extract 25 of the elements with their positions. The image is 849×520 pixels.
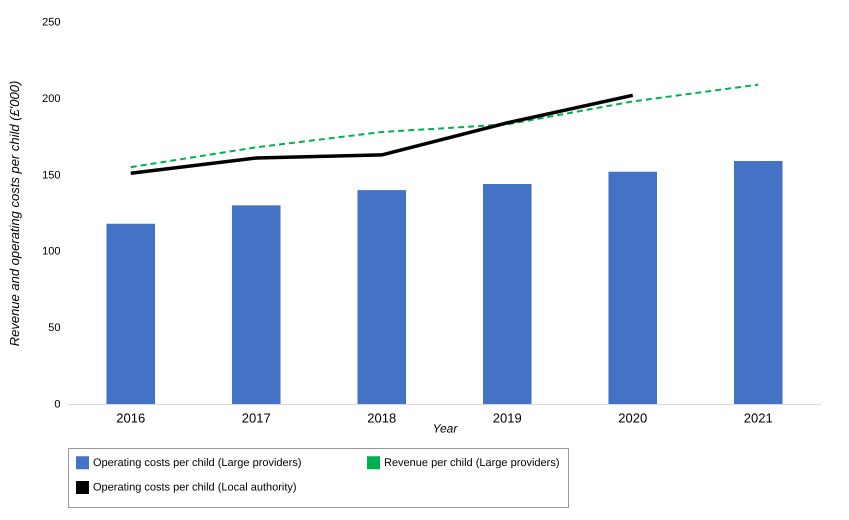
y-tick-label: 100 xyxy=(42,246,60,258)
x-tick-label: 2016 xyxy=(116,410,146,426)
y-tick-label: 250 xyxy=(42,16,60,28)
x-tick-label: 2021 xyxy=(744,410,773,426)
bar xyxy=(357,190,406,404)
line-series xyxy=(129,94,634,176)
legend-label: Revenue per child (Large providers) xyxy=(384,456,560,469)
y-tick-label: 150 xyxy=(42,169,60,182)
legend-label: Operating costs per child (Large providers) xyxy=(93,456,302,469)
bar xyxy=(106,224,156,404)
x-tick-label: 2019 xyxy=(492,410,522,426)
y-tick-label: 50 xyxy=(48,322,60,334)
bar xyxy=(232,205,281,404)
y-tick-label: 200 xyxy=(42,92,60,105)
y-tick-label: 0 xyxy=(54,398,60,410)
legend-label: Operating costs per child (Local authority) xyxy=(93,482,297,494)
x-axis-title: Year xyxy=(432,422,458,436)
x-tick-label: 2017 xyxy=(242,410,271,426)
bar xyxy=(734,161,783,404)
bar xyxy=(608,172,658,404)
y-axis-title: Revenue and operating costs per child (£'000) xyxy=(7,80,22,346)
x-tick-label: 2020 xyxy=(618,410,648,426)
line-series xyxy=(130,84,760,168)
x-tick-label: 2018 xyxy=(367,410,396,426)
bar xyxy=(482,184,532,404)
